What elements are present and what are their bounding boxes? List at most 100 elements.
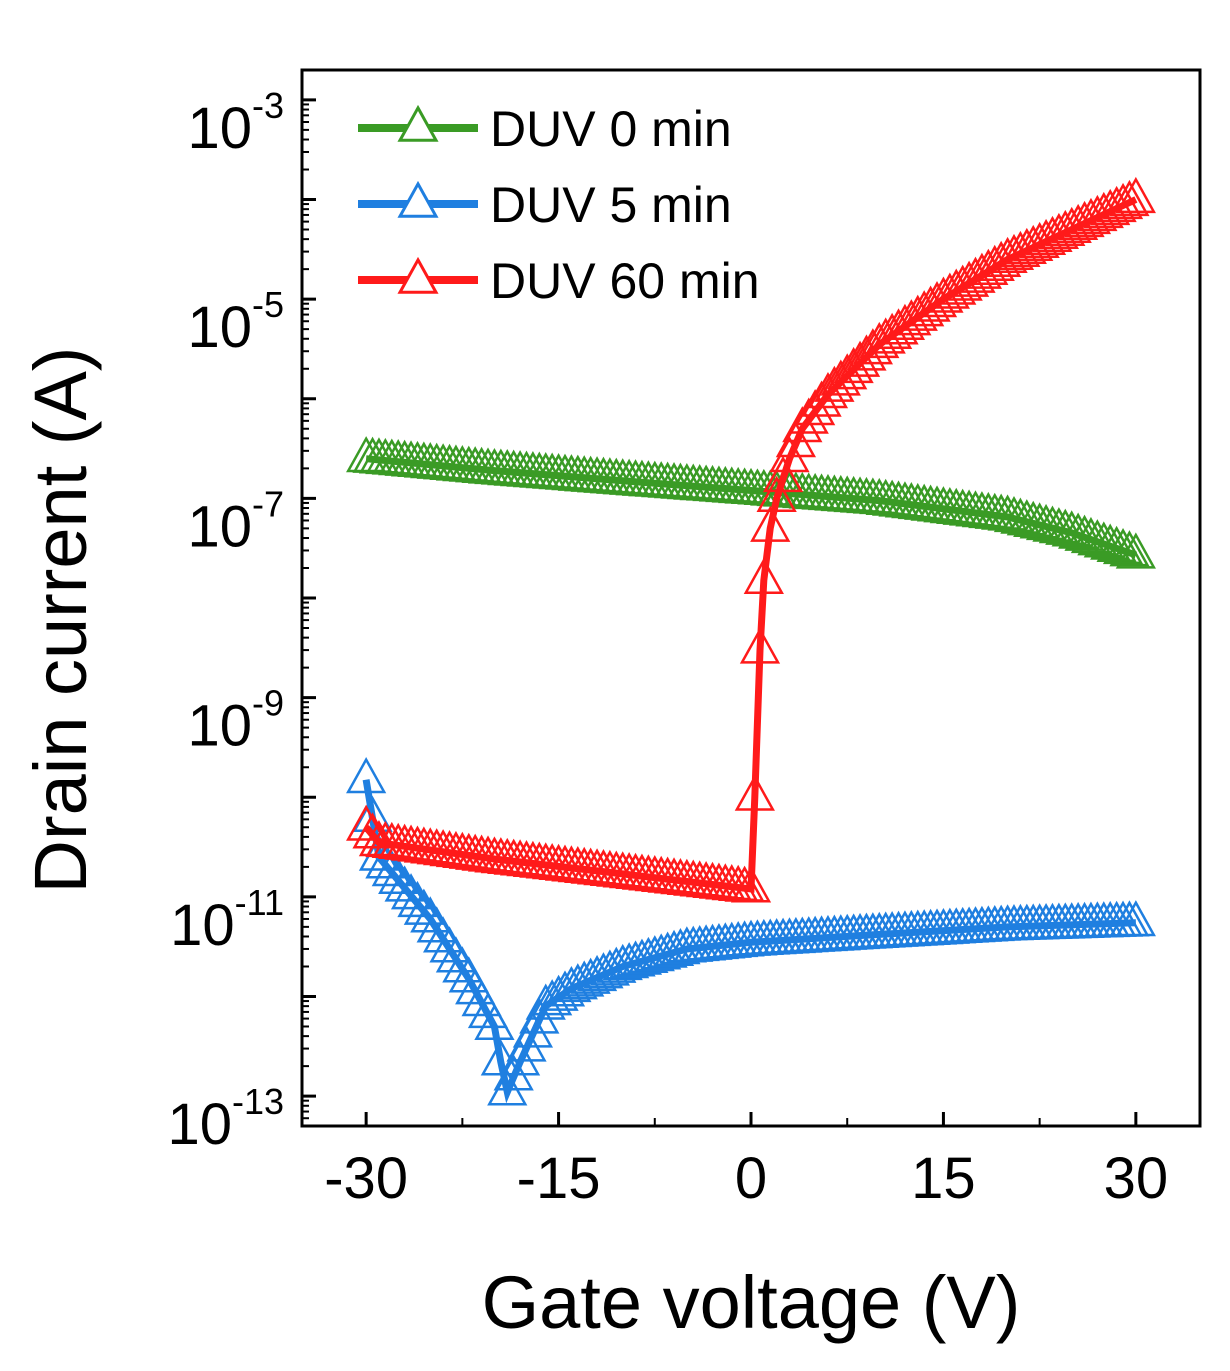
- data-point: [615, 940, 656, 977]
- legend-item: DUV 5 min: [358, 177, 732, 233]
- data-point: [384, 865, 425, 902]
- data-point: [993, 903, 1035, 941]
- legend-label: DUV 0 min: [490, 101, 732, 157]
- data-point: [1013, 500, 1054, 537]
- data-point: [403, 888, 444, 925]
- data-point: [987, 494, 1028, 531]
- data-point: [589, 949, 631, 986]
- data-point: [1006, 903, 1047, 940]
- legend-label: DUV 60 min: [490, 253, 760, 309]
- data-point: [993, 495, 1035, 533]
- legend-marker: [397, 180, 439, 218]
- data-point: [1102, 182, 1144, 220]
- data-point: [564, 960, 605, 997]
- data-point: [734, 774, 775, 811]
- legend-label: DUV 5 min: [490, 177, 732, 233]
- label-layer: -30 -15 0 15 30 10-13 10-11 10-9 10-7 10-5 10-3: [167, 85, 1168, 1211]
- series-layer: [346, 176, 1156, 1106]
- data-point: [756, 475, 797, 512]
- data-point: [576, 954, 618, 992]
- data-point: [1038, 507, 1080, 544]
- data-point: [525, 983, 566, 1020]
- data-point: [365, 842, 406, 879]
- data-point: [621, 938, 663, 975]
- data-point: [557, 963, 598, 1000]
- data-point: [1090, 523, 1131, 560]
- y-tick-label: 10-3: [187, 85, 284, 161]
- x-tick-label: -30: [324, 1146, 408, 1211]
- data-point: [904, 290, 945, 327]
- data-point: [1013, 903, 1054, 940]
- data-point: [583, 952, 624, 989]
- data-point: [739, 627, 781, 664]
- data-point: [1058, 512, 1099, 549]
- legend: DUV 0 min DUV 5 min DUV 60 min: [358, 101, 760, 309]
- data-point: [474, 1003, 515, 1041]
- data-point: [1000, 497, 1041, 534]
- data-point: [1051, 510, 1092, 547]
- data-point: [1019, 502, 1060, 539]
- data-point: [602, 943, 643, 981]
- data-point: [346, 757, 387, 794]
- data-point: [1045, 508, 1086, 545]
- data-point: [865, 317, 906, 354]
- data-point: [551, 965, 592, 1003]
- data-point: [1006, 499, 1047, 536]
- data-point: [390, 873, 432, 910]
- data-point: [1096, 525, 1137, 562]
- data-point: [1032, 505, 1073, 542]
- data-point: [1109, 900, 1150, 937]
- legend-marker: [397, 256, 439, 294]
- data-point: [884, 303, 926, 340]
- data-point: [750, 505, 791, 542]
- data-point: [1115, 900, 1156, 937]
- legend-item: DUV 0 min: [358, 101, 732, 157]
- data-point: [371, 849, 412, 887]
- data-point: [346, 804, 387, 841]
- x-tick-label: -15: [517, 1146, 601, 1211]
- x-axis-title: Gate voltage (V): [482, 1261, 1021, 1344]
- data-point: [891, 299, 932, 336]
- data-point: [1096, 185, 1137, 223]
- data-point: [1115, 532, 1156, 569]
- y-tick-label: 10-13: [167, 1081, 284, 1157]
- data-point: [730, 866, 772, 903]
- data-point: [641, 933, 682, 970]
- legend-marker: [397, 104, 439, 142]
- y-axis-title: Drain current (A): [19, 347, 102, 894]
- data-point: [1102, 527, 1144, 565]
- data-point: [820, 359, 861, 396]
- data-point: [807, 371, 849, 409]
- data-point: [647, 931, 688, 968]
- data-point: [897, 294, 938, 331]
- data-point: [827, 353, 868, 390]
- y-tick-label: 10-5: [187, 284, 284, 360]
- data-point: [609, 942, 650, 979]
- data-point: [1115, 176, 1156, 214]
- data-point: [1000, 903, 1041, 941]
- data-point: [871, 312, 913, 350]
- data-point: [878, 308, 919, 345]
- data-point: [570, 957, 611, 994]
- y-tick-label: 10-11: [170, 882, 284, 958]
- y-tick-label: 10-7: [187, 483, 284, 559]
- x-tick-label: 0: [735, 1146, 767, 1211]
- series-duv-60-min: [346, 176, 1156, 903]
- data-point: [1077, 519, 1118, 556]
- x-tick-label: 15: [911, 1146, 976, 1211]
- data-point: [634, 935, 675, 972]
- data-point: [397, 880, 438, 918]
- data-point: [833, 346, 874, 384]
- data-point: [1025, 503, 1067, 541]
- data-point: [801, 380, 842, 417]
- data-point: [1070, 516, 1112, 554]
- data-point: [596, 946, 637, 983]
- data-point: [814, 365, 855, 402]
- legend-item: DUV 60 min: [358, 253, 760, 309]
- data-point: [839, 340, 881, 377]
- series-duv-5-min: [346, 757, 1156, 1106]
- x-tick-label: 30: [1104, 1146, 1169, 1211]
- tick-layer: [302, 98, 1138, 1126]
- data-point: [1064, 514, 1105, 551]
